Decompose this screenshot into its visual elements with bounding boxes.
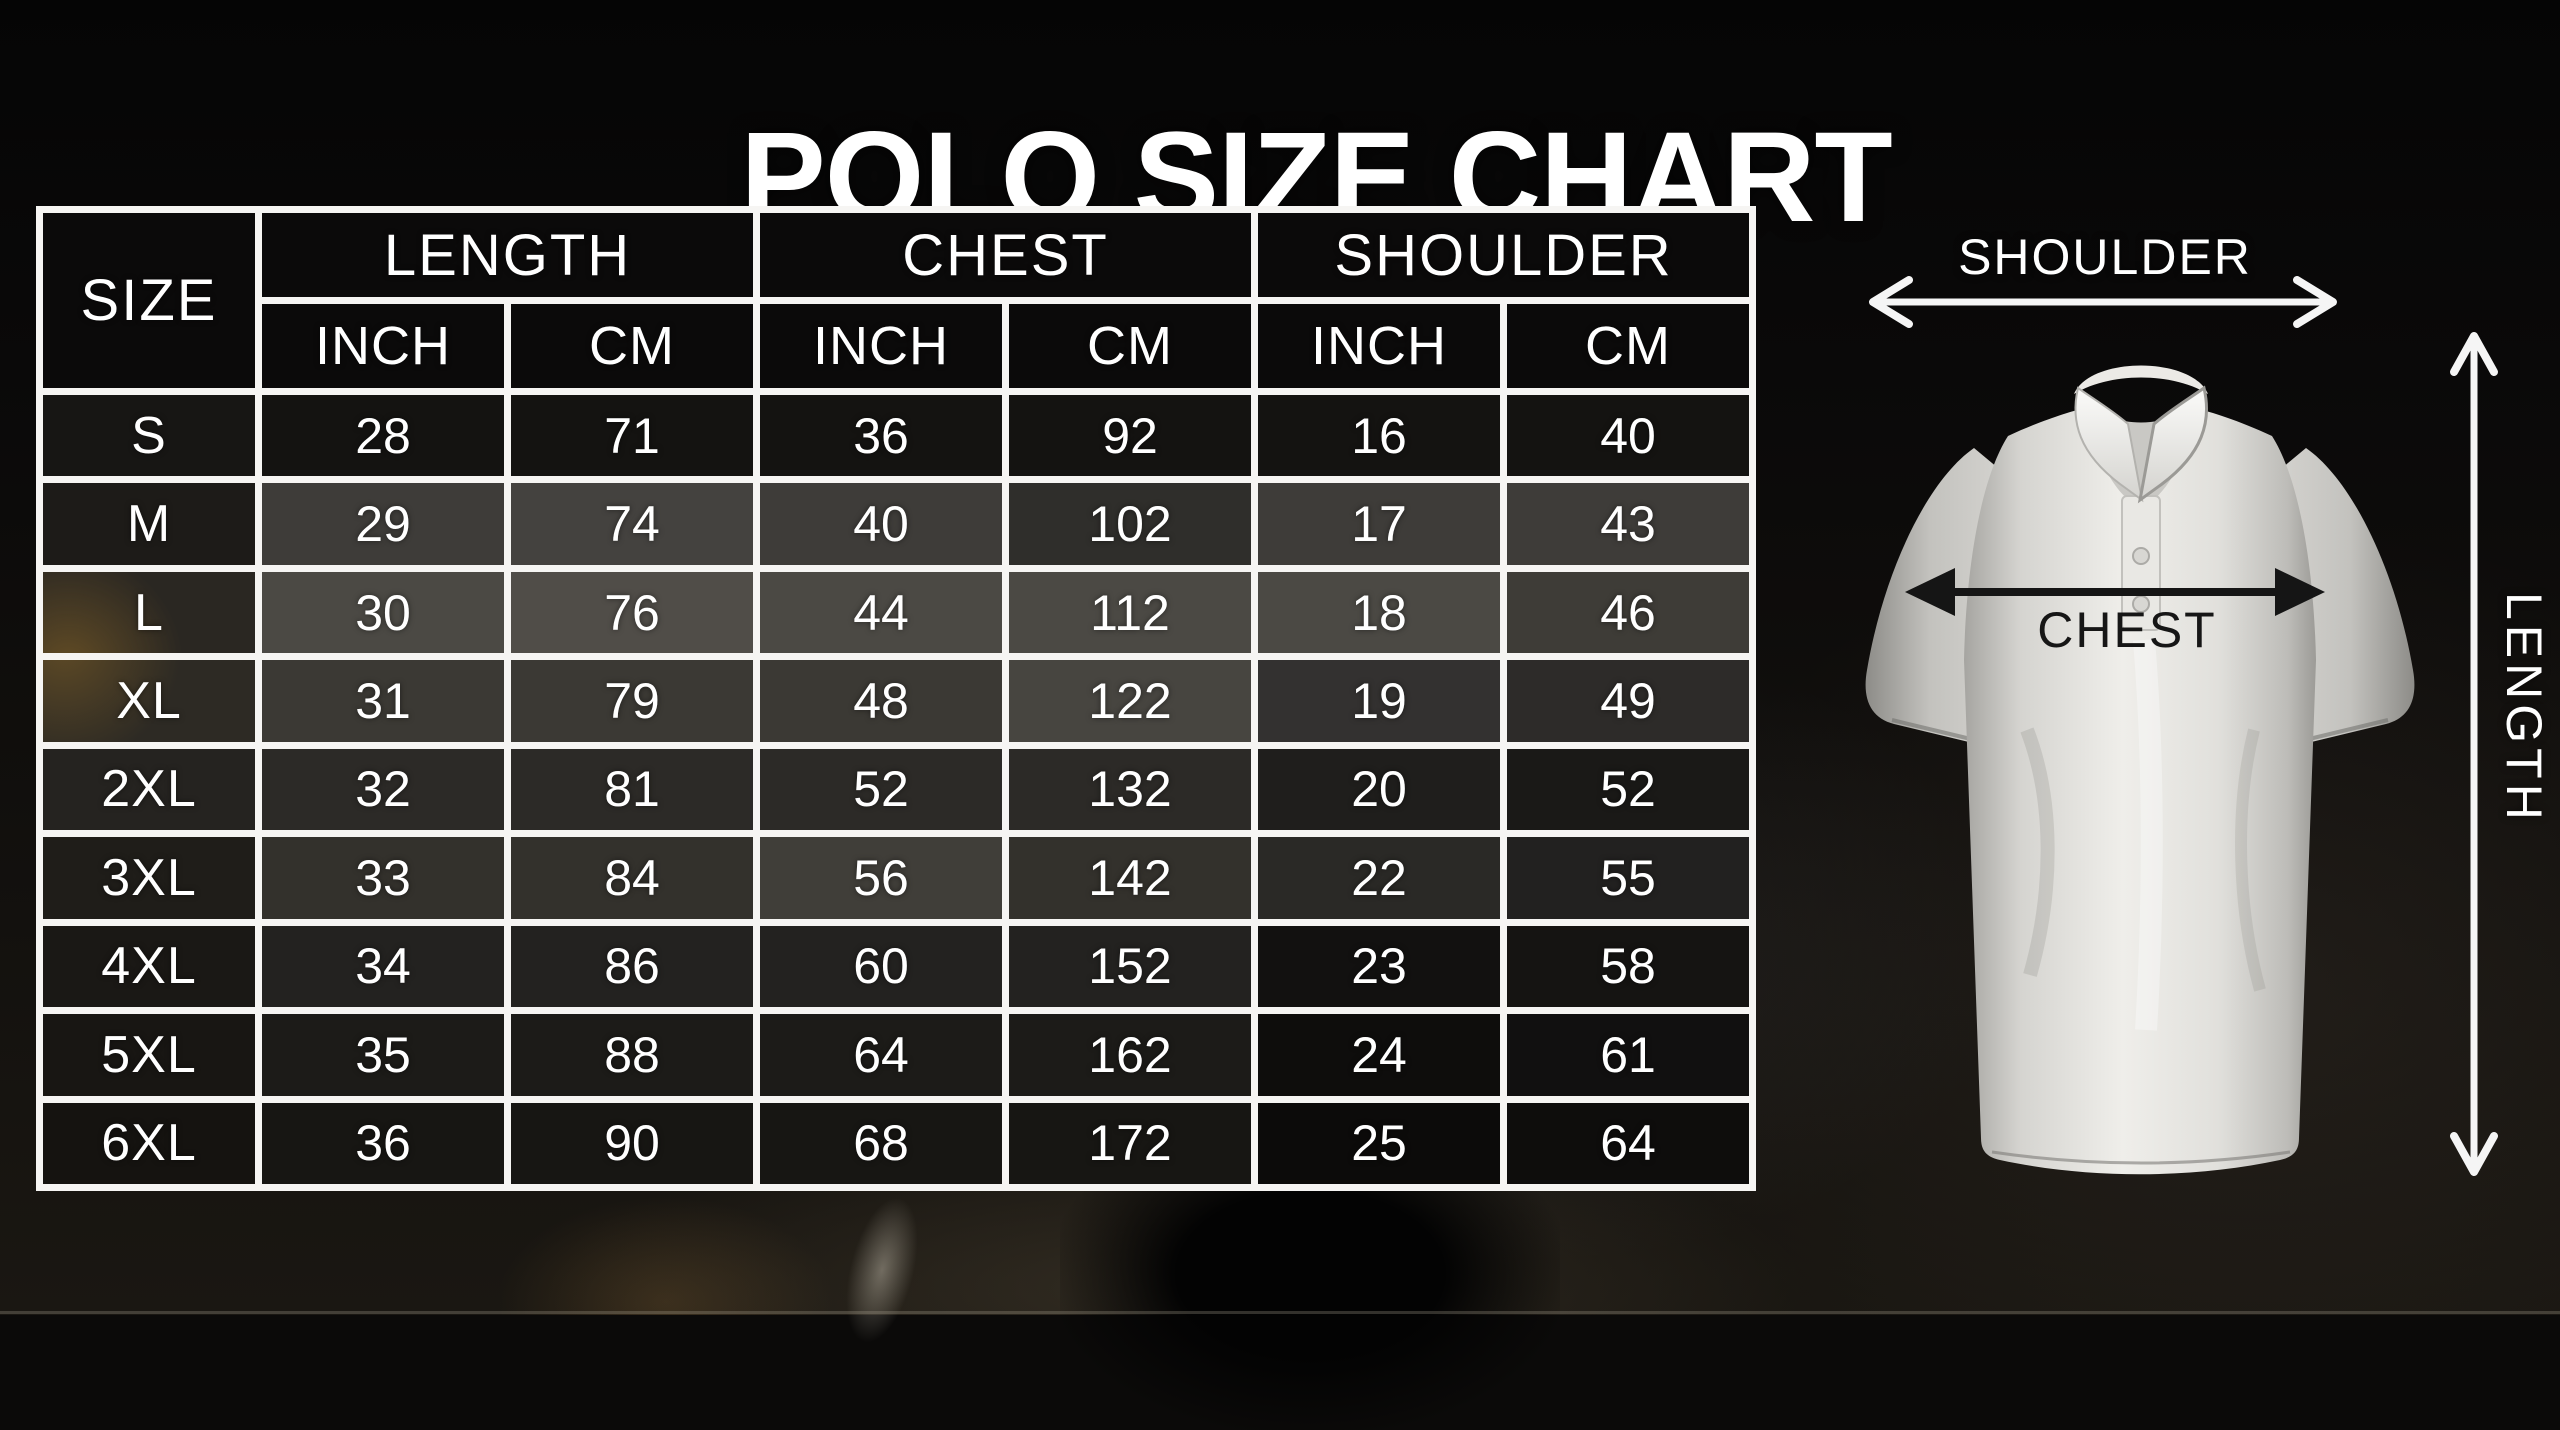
value-cell: 71: [511, 395, 754, 477]
value-cell: 43: [1507, 483, 1750, 565]
shoulder-measure-label: SHOULDER: [1958, 229, 2252, 285]
value-cell: 74: [511, 483, 754, 565]
value-cell: 52: [760, 748, 1003, 831]
value-cell: 17: [1258, 483, 1501, 565]
table-group-header-row: SIZE LENGTH CHEST SHOULDER: [43, 213, 1750, 388]
unit-header-shoulder-cm: CM: [1507, 304, 1750, 388]
polo-shirt-image: [1865, 365, 2415, 1175]
value-cell: 23: [1258, 925, 1501, 1008]
size-cell: L: [43, 571, 255, 654]
value-cell: 22: [1258, 837, 1501, 919]
table-unit-header-row: INCH CM INCH CM INCH CM: [43, 304, 1750, 388]
value-cell: 142: [1009, 837, 1252, 919]
value-cell: 46: [1507, 571, 1750, 654]
unit-header-chest-inch: INCH: [760, 304, 1003, 388]
car-tire-shadow: [1060, 1190, 1560, 1430]
value-cell: 33: [262, 837, 504, 919]
table-row: 2XL 32 81 52 132 20 52: [43, 748, 1750, 831]
size-cell: S: [43, 395, 255, 477]
value-cell: 44: [760, 571, 1003, 654]
value-cell: 28: [262, 395, 504, 477]
size-cell: XL: [43, 660, 255, 742]
value-cell: 40: [760, 483, 1003, 565]
size-cell: 5XL: [43, 1014, 255, 1096]
shirt-body: [1964, 408, 2316, 1175]
size-cell: 4XL: [43, 925, 255, 1008]
size-cell: 2XL: [43, 748, 255, 831]
value-cell: 172: [1009, 1102, 1252, 1184]
value-cell: 64: [1507, 1102, 1750, 1184]
value-cell: 40: [1507, 395, 1750, 477]
table-row: S 28 71 36 92 16 40: [43, 395, 1750, 477]
shirt-button: [2132, 547, 2150, 565]
value-cell: 68: [760, 1102, 1003, 1184]
value-cell: 56: [760, 837, 1003, 919]
table-row: 6XL 36 90 68 172 25 64: [43, 1102, 1750, 1184]
column-group-length: LENGTH: [262, 213, 754, 297]
value-cell: 152: [1009, 925, 1252, 1008]
table-row: XL 31 79 48 122 19 49: [43, 660, 1750, 742]
length-arrow-icon: [2450, 332, 2498, 1176]
table-row: L 30 76 44 112 18 46: [43, 571, 1750, 654]
value-cell: 132: [1009, 748, 1252, 831]
size-chart-table: SIZE LENGTH CHEST SHOULDER INCH CM INCH …: [36, 206, 1757, 1191]
column-group-chest: CHEST: [760, 213, 1252, 297]
chest-measure-label: CHEST: [2037, 602, 2217, 658]
value-cell: 92: [1009, 395, 1252, 477]
shoulder-arrow-icon: [1869, 276, 2337, 328]
value-cell: 102: [1009, 483, 1252, 565]
value-cell: 58: [1507, 925, 1750, 1008]
value-cell: 16: [1258, 395, 1501, 477]
value-cell: 90: [511, 1102, 754, 1184]
value-cell: 36: [760, 395, 1003, 477]
size-cell: M: [43, 483, 255, 565]
value-cell: 24: [1258, 1014, 1501, 1096]
unit-header-length-inch: INCH: [262, 304, 504, 388]
value-cell: 81: [511, 748, 754, 831]
size-cell: 3XL: [43, 837, 255, 919]
unit-header-length-cm: CM: [511, 304, 754, 388]
value-cell: 35: [262, 1014, 504, 1096]
value-cell: 112: [1009, 571, 1252, 654]
table-row: 3XL 33 84 56 142 22 55: [43, 837, 1750, 919]
value-cell: 84: [511, 837, 754, 919]
floor-highlight: [0, 1311, 2560, 1314]
unit-header-shoulder-inch: INCH: [1258, 304, 1501, 388]
value-cell: 88: [511, 1014, 754, 1096]
value-cell: 48: [760, 660, 1003, 742]
value-cell: 34: [262, 925, 504, 1008]
value-cell: 86: [511, 925, 754, 1008]
value-cell: 31: [262, 660, 504, 742]
value-cell: 55: [1507, 837, 1750, 919]
column-header-size: SIZE: [43, 213, 255, 388]
value-cell: 29: [262, 483, 504, 565]
value-cell: 64: [760, 1014, 1003, 1096]
value-cell: 18: [1258, 571, 1501, 654]
column-group-shoulder: SHOULDER: [1258, 213, 1750, 297]
value-cell: 20: [1258, 748, 1501, 831]
shirt-collar-left: [2074, 386, 2144, 503]
value-cell: 61: [1507, 1014, 1750, 1096]
size-cell: 6XL: [43, 1102, 255, 1184]
value-cell: 49: [1507, 660, 1750, 742]
shirt-collar-right: [2137, 385, 2209, 504]
value-cell: 162: [1009, 1014, 1252, 1096]
value-cell: 36: [262, 1102, 504, 1184]
table-row: 5XL 35 88 64 162 24 61: [43, 1014, 1750, 1096]
value-cell: 52: [1507, 748, 1750, 831]
length-measure-label: LENGTH: [2496, 592, 2552, 825]
shirt-collar-back: [2074, 365, 2208, 394]
value-cell: 19: [1258, 660, 1501, 742]
unit-header-chest-cm: CM: [1009, 304, 1252, 388]
value-cell: 30: [262, 571, 504, 654]
value-cell: 76: [511, 571, 754, 654]
value-cell: 122: [1009, 660, 1252, 742]
chest-arrow-icon: [1905, 568, 2325, 616]
table-row: 4XL 34 86 60 152 23 58: [43, 925, 1750, 1008]
value-cell: 60: [760, 925, 1003, 1008]
value-cell: 79: [511, 660, 754, 742]
value-cell: 32: [262, 748, 504, 831]
value-cell: 25: [1258, 1102, 1501, 1184]
table-row: M 29 74 40 102 17 43: [43, 483, 1750, 565]
